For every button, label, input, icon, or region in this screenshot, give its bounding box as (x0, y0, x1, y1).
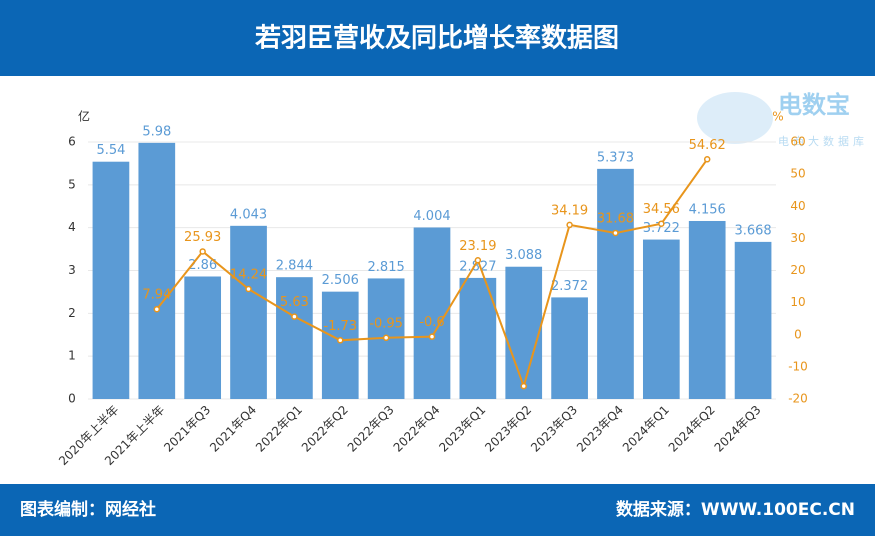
line-value-label: 25.93 (184, 230, 221, 245)
header-bar (0, 0, 875, 76)
bar (321, 291, 359, 399)
y2-axis-label: % (772, 110, 783, 124)
line-value-label: 5.63 (280, 295, 309, 310)
bar (597, 168, 634, 399)
y-tick-label: 1 (68, 349, 76, 363)
y2-tick-label: 10 (790, 295, 805, 309)
bar-value-label: 2.372 (551, 279, 588, 294)
line-value-label: 14.24 (230, 268, 267, 283)
y-tick-label: 6 (68, 135, 76, 149)
line-value-label: 7.94 (142, 288, 171, 303)
line-value-label: 54.62 (689, 138, 726, 153)
bar-value-label: 5.54 (96, 143, 125, 158)
logo-tagline: 电商大数据库 (778, 134, 868, 148)
y-tick-label: 4 (68, 220, 76, 234)
y-tick-label: 5 (68, 177, 76, 191)
bar (688, 220, 726, 399)
bar-value-label: 2.815 (368, 260, 405, 275)
line-point (612, 229, 619, 237)
line-point (520, 382, 527, 390)
bar-value-label: 4.156 (689, 202, 726, 217)
bar (459, 277, 497, 399)
y2-tick-label: -10 (788, 359, 808, 373)
line-point (566, 221, 573, 229)
footer-left: 图表编制：网经社 (20, 499, 156, 520)
logo-cloud (697, 92, 773, 144)
bar-value-label: 5.373 (597, 150, 634, 165)
y2-tick-label: 20 (790, 263, 805, 277)
line-point (474, 257, 482, 264)
y2-tick-label: 60 (790, 135, 805, 149)
line-value-label: -0.6 (419, 315, 444, 330)
line-point (428, 333, 436, 340)
line-value-label: 34.56 (643, 202, 680, 217)
bar-value-label: 5.98 (142, 124, 171, 139)
y2-tick-label: 30 (790, 231, 805, 245)
footer-bar (0, 484, 875, 536)
y2-tick-label: -20 (788, 392, 808, 406)
chart-title: 若羽臣营收及同比增长率数据图 (255, 23, 619, 54)
y-axis-label: 亿 (78, 109, 90, 124)
bar (92, 161, 130, 399)
y2-tick-label: 40 (790, 199, 805, 213)
line-point (199, 248, 206, 255)
y-tick-label: 0 (68, 392, 76, 406)
bar (551, 297, 588, 399)
line-point (382, 334, 390, 342)
bar (413, 227, 451, 399)
y-tick-label: 2 (68, 306, 76, 320)
line-point (153, 305, 161, 313)
footer-right: 数据来源：WWW.100EC.CN (616, 499, 855, 520)
y2-tick-label: 50 (790, 167, 805, 181)
bar (230, 225, 267, 399)
bar (276, 277, 313, 399)
logo-name: 电数宝 (778, 91, 850, 119)
bar-value-label: 2.506 (322, 273, 359, 288)
line-point (291, 313, 298, 320)
bar (642, 239, 680, 399)
bar-value-label: 3.088 (505, 248, 542, 263)
bar-value-label: 3.668 (734, 223, 771, 238)
y2-tick-label: 0 (794, 327, 802, 341)
y-tick-label: 3 (68, 263, 76, 277)
line-point (337, 337, 344, 344)
line-point (245, 285, 252, 293)
bar-value-label: 4.043 (230, 207, 267, 222)
line-point (658, 220, 665, 227)
line-value-label: 23.19 (459, 239, 496, 254)
bar-value-label: 2.827 (459, 259, 496, 274)
line-value-label: 31.68 (597, 211, 634, 226)
bar (184, 276, 222, 399)
line-point (703, 156, 711, 163)
bar-value-label: 4.004 (413, 209, 450, 224)
line-value-label: 34.19 (551, 203, 588, 218)
line-value-label: -0.95 (369, 316, 403, 331)
bar (138, 142, 176, 399)
bar (734, 241, 772, 399)
bar (505, 266, 543, 399)
line-value-label: -1.73 (323, 319, 357, 334)
bar-value-label: 2.844 (276, 259, 313, 274)
